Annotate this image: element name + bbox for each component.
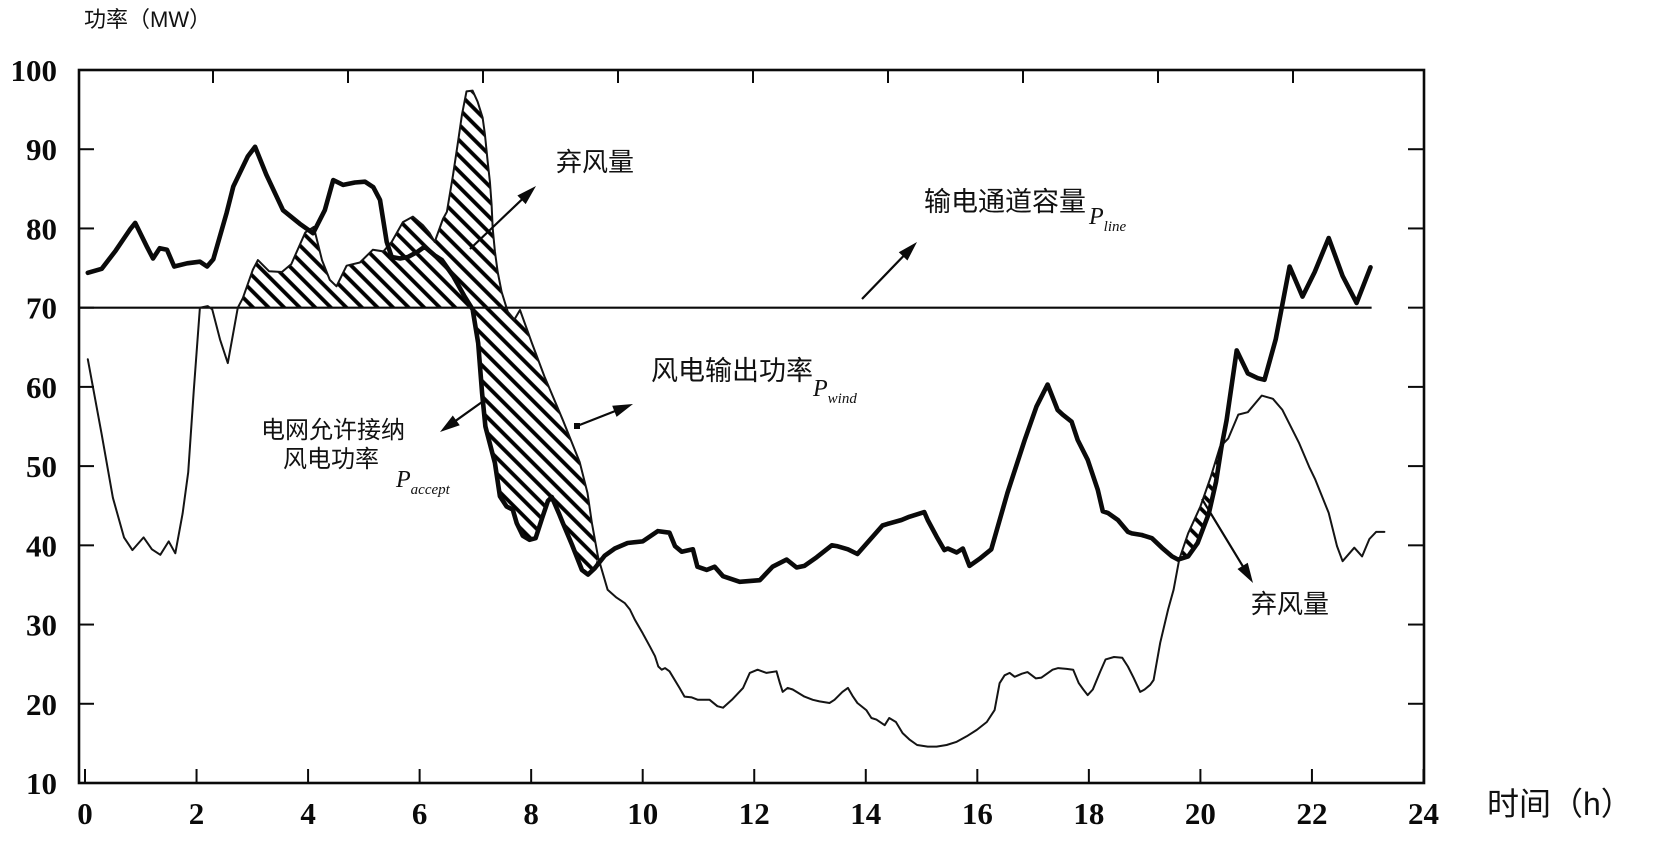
x-tick-label: 24 bbox=[1408, 796, 1439, 831]
arrow-grid-accept-shaft bbox=[452, 401, 483, 424]
x-axis-title: 时间（h） bbox=[1487, 786, 1633, 822]
x-tick-label: 10 bbox=[627, 796, 658, 831]
arrow-wind-output-tail-dot bbox=[574, 423, 580, 429]
arrow-wind-output-shaft bbox=[576, 408, 619, 428]
x-tick-label: 12 bbox=[739, 796, 770, 831]
y-axis-title: 功率（MW） bbox=[84, 7, 211, 32]
arrow-grid-accept-head bbox=[440, 415, 460, 432]
plot-border bbox=[77, 68, 1426, 785]
arrow-line-capacity-head bbox=[898, 242, 917, 261]
x-tick-label: 22 bbox=[1296, 796, 1327, 831]
grid-accept-label-line2: 风电功率 bbox=[283, 446, 379, 473]
x-tick-label: 20 bbox=[1185, 796, 1216, 831]
arrow-curtailment-1-shaft bbox=[469, 196, 526, 250]
x-tick-label: 4 bbox=[300, 796, 316, 831]
y-tick-label: 90 bbox=[26, 132, 57, 167]
y-tick-label: 60 bbox=[26, 370, 57, 405]
y-tick-label: 10 bbox=[26, 766, 57, 801]
x-tick-label: 6 bbox=[412, 796, 428, 831]
y-tick-label: 80 bbox=[26, 211, 57, 246]
curtailment-area-1 bbox=[237, 90, 599, 576]
y-tick-label: 50 bbox=[26, 449, 57, 484]
grid-accept-symbol: Paccept bbox=[395, 467, 451, 498]
x-tick-label: 0 bbox=[77, 796, 93, 831]
p-wind-curve bbox=[86, 89, 1386, 748]
y-tick-label: 20 bbox=[26, 687, 57, 722]
x-tick-label: 8 bbox=[523, 796, 539, 831]
arrow-curtailment-2-shaft bbox=[1201, 498, 1246, 570]
line-capacity-label: 输电通道容量 bbox=[924, 187, 1086, 217]
arrow-curtailment-2-head bbox=[1237, 562, 1253, 583]
y-tick-label: 40 bbox=[26, 528, 57, 563]
y-tick-label: 100 bbox=[11, 53, 58, 88]
curtailment-label-2: 弃风量 bbox=[1251, 589, 1329, 619]
arrow-curtailment-1-head bbox=[517, 186, 536, 205]
x-tick-label: 14 bbox=[850, 796, 881, 831]
y-tick-label: 70 bbox=[26, 291, 57, 326]
curtailment-label-1: 弃风量 bbox=[556, 147, 634, 177]
x-tick-label: 2 bbox=[189, 796, 205, 831]
x-tick-label: 16 bbox=[962, 796, 993, 831]
line-capacity-symbol: Pline bbox=[1088, 204, 1127, 235]
x-tick-label: 18 bbox=[1073, 796, 1104, 831]
wind-output-label: 风电输出功率 bbox=[651, 356, 813, 386]
wind-output-symbol: Pwind bbox=[812, 376, 857, 407]
arrow-wind-output-head bbox=[612, 404, 633, 417]
p-accept-curve bbox=[85, 144, 1373, 585]
grid-accept-label-line1: 电网允许接纳 bbox=[261, 417, 405, 444]
y-tick-label: 30 bbox=[26, 608, 57, 643]
arrow-line-capacity-shaft bbox=[861, 252, 907, 300]
